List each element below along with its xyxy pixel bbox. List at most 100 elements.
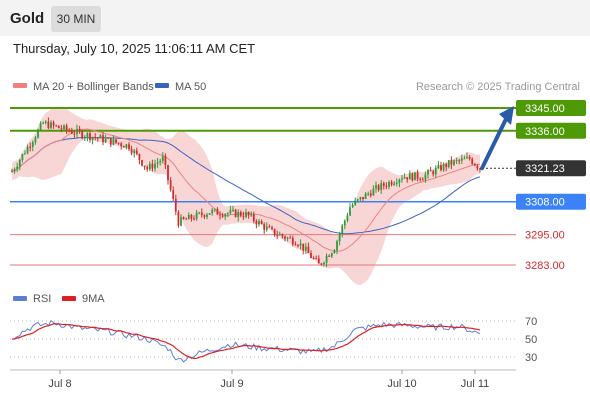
time-axis: Jul 8 Jul 9 Jul 10 Jul 11: [48, 370, 489, 390]
candle-body: [330, 253, 333, 257]
candle-body: [320, 263, 323, 265]
candle-body: [112, 139, 115, 145]
candle-body: [21, 154, 24, 160]
rsi-legend-swatch: [13, 296, 27, 301]
candle-body: [65, 125, 68, 131]
candle-body: [341, 225, 344, 235]
candle-body: [372, 188, 375, 196]
candle-body: [473, 163, 476, 166]
candle-body: [268, 226, 271, 228]
candle-body: [382, 183, 385, 186]
candle-body: [125, 144, 128, 148]
candle-body: [343, 220, 346, 226]
ma9-legend-swatch: [62, 296, 76, 301]
candle-body: [219, 214, 221, 216]
forecast-arrow-head: [499, 106, 514, 125]
candle-body: [185, 218, 188, 220]
candle-body: [445, 163, 448, 167]
candle-body: [356, 199, 359, 201]
candle-body: [232, 209, 234, 211]
candle-body: [63, 125, 65, 130]
candle-body: [398, 179, 401, 183]
candle-body: [211, 210, 214, 214]
level-label: 3321.23: [525, 163, 565, 175]
level-label: 3336.00: [525, 126, 565, 138]
candle-body: [206, 214, 208, 217]
candle-body: [362, 197, 364, 199]
candle-body: [297, 245, 299, 247]
candle-body: [200, 212, 203, 215]
candle-body: [416, 172, 419, 179]
time-tick-label: Jul 9: [220, 378, 243, 390]
candle-body: [310, 253, 312, 258]
candle-body: [13, 169, 16, 172]
candle-body: [375, 185, 377, 189]
candle-body: [388, 182, 390, 187]
candle-body: [99, 135, 102, 139]
candle-body: [146, 167, 149, 170]
candle-body: [148, 163, 151, 170]
candle-body: [429, 170, 432, 172]
candle-body: [351, 204, 354, 208]
candle-body: [151, 163, 154, 169]
candle-body: [258, 221, 260, 225]
candle-body: [455, 160, 458, 162]
candle-body: [434, 167, 437, 175]
candle-body: [237, 212, 240, 217]
candle-body: [68, 130, 71, 132]
bollinger-band: [12, 106, 480, 285]
candle-body: [169, 180, 172, 190]
candle-body: [16, 166, 19, 170]
candle-body: [76, 128, 78, 134]
candle-body: [419, 178, 422, 180]
ma50-legend-label: MA 50: [175, 81, 206, 93]
time-tick-label: Jul 11: [461, 378, 490, 390]
candle-body: [203, 215, 206, 217]
candle-body: [250, 214, 253, 216]
candle-body: [245, 212, 247, 217]
candle-body: [286, 237, 289, 239]
candle-body: [224, 214, 227, 217]
candle-body: [276, 235, 279, 237]
candle-body: [359, 197, 362, 200]
instrument-title: Gold: [10, 10, 45, 27]
level-label: 3283.00: [525, 260, 565, 272]
candle-body: [161, 156, 164, 161]
forecast-arrow-shaft: [480, 117, 508, 171]
candle-body: [271, 227, 273, 229]
rsi-pane: 30 50 70: [10, 316, 537, 364]
candle-body: [81, 131, 84, 138]
candle-body: [328, 255, 331, 257]
candle-body: [216, 208, 219, 215]
level-badge-pivot: [516, 193, 586, 210]
candle-body: [242, 215, 245, 217]
candle-body: [471, 158, 474, 164]
candle-body: [289, 237, 292, 239]
candle-body: [78, 128, 81, 132]
level-badge-current: [516, 160, 586, 177]
candle-body: [177, 211, 180, 226]
candle-body: [367, 193, 370, 195]
candle-body: [11, 171, 13, 173]
candle-body: [172, 189, 175, 199]
candle-body: [57, 125, 60, 129]
candle-body: [263, 224, 266, 230]
candle-body: [476, 165, 479, 169]
candle-body: [312, 258, 315, 259]
candle-body: [447, 160, 450, 167]
candle-body: [187, 214, 190, 220]
candle-body: [406, 177, 409, 180]
candle-body: [369, 193, 372, 196]
candle-body: [427, 170, 429, 175]
candle-body: [60, 128, 63, 130]
candle-body: [42, 122, 45, 124]
timestamp: Thursday, July 10, 2025 11:06:11 AM CET: [13, 41, 256, 56]
candle-body: [364, 193, 367, 199]
candle-body: [117, 142, 120, 144]
candle-body: [463, 158, 466, 160]
time-tick-label: Jul 10: [387, 378, 416, 390]
timeframe-badge[interactable]: 30 MIN: [51, 6, 101, 32]
candle-body: [96, 137, 99, 139]
header-bar: Gold 30 MIN: [0, 0, 590, 36]
